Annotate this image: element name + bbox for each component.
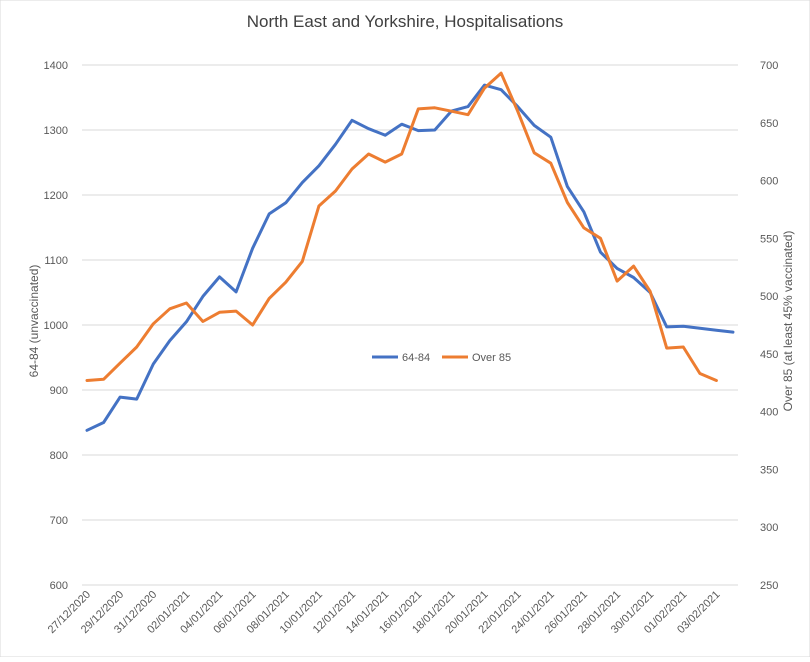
left-tick-label: 600	[50, 580, 68, 592]
right-tick-label: 450	[760, 349, 778, 361]
series-line-over-85	[85, 71, 718, 382]
right-tick-label: 300	[760, 522, 778, 534]
left-tick-label: 1400	[44, 60, 68, 72]
left-axis-ticks: 600 700 800 900 1000 1100 1200 1300 1400	[44, 60, 68, 592]
right-axis-ticks: 250 300 350 400 450 500 550 600 650 700	[760, 60, 778, 592]
gridlines	[82, 64, 738, 586]
series-lines	[85, 71, 735, 432]
right-tick-label: 400	[760, 407, 778, 419]
right-tick-label: 350	[760, 464, 778, 476]
left-tick-label: 1200	[44, 190, 68, 202]
right-tick-label: 700	[760, 60, 778, 72]
right-tick-label: 600	[760, 176, 778, 188]
left-tick-label: 1300	[44, 125, 68, 137]
chart-title: North East and Yorkshire, Hospitalisatio…	[247, 12, 564, 31]
left-axis-title: 64-84 (unvaccinated)	[27, 265, 41, 378]
left-tick-label: 900	[50, 385, 68, 397]
right-tick-label: 500	[760, 291, 778, 303]
legend-label-64-84: 64-84	[402, 352, 430, 364]
right-tick-label: 550	[760, 233, 778, 245]
left-tick-label: 800	[50, 450, 68, 462]
right-tick-label: 650	[760, 118, 778, 130]
legend: 64-84 Over 85	[372, 352, 511, 364]
left-tick-label: 1100	[44, 255, 68, 267]
right-axis-title: Over 85 (at least 45% vaccinated)	[781, 231, 795, 412]
left-tick-label: 1000	[44, 320, 68, 332]
left-tick-label: 700	[50, 515, 68, 527]
right-tick-label: 250	[760, 580, 778, 592]
legend-label-over-85: Over 85	[472, 352, 511, 364]
